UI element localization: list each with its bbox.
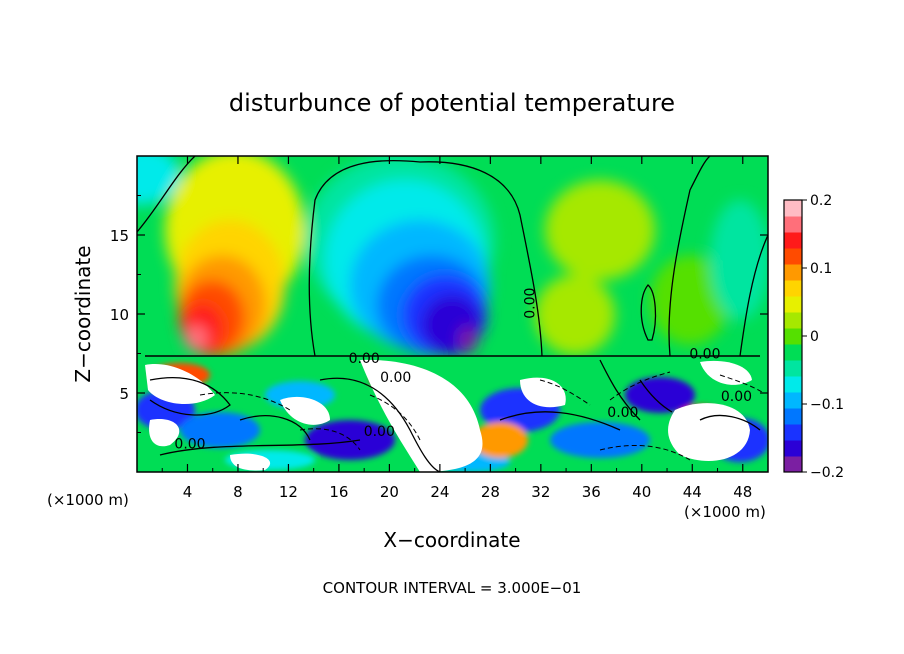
y-axis-label: Z−coordinate (71, 245, 95, 382)
colorbar-swatch (784, 376, 802, 393)
colorbar-swatch (784, 200, 802, 217)
contour-label: 0.00 (364, 424, 395, 440)
x-tick-label: 28 (481, 483, 500, 501)
colorbar-swatch (784, 232, 802, 249)
contour-label: 0.00 (349, 351, 380, 367)
colorbar-swatch (784, 280, 802, 297)
colorbar-tick-label: 0.2 (810, 193, 832, 209)
contour-label: 0.00 (523, 288, 539, 319)
colorbar-tick-label: −0.1 (810, 397, 844, 413)
x-tick-label: 36 (582, 483, 601, 501)
x-tick-label: 32 (531, 483, 550, 501)
x-tick-label: 40 (632, 483, 651, 501)
colorbar-tick-label: −0.2 (810, 465, 844, 481)
colorbar-swatch (784, 440, 802, 457)
chart-title: disturbunce of potential temperature (229, 89, 675, 117)
contour-label: 0.00 (689, 347, 720, 363)
contour-label: 0.00 (174, 437, 205, 453)
colorbar-swatch (784, 248, 802, 265)
x-tick-label: 48 (733, 483, 752, 501)
contour-interval-note: CONTOUR INTERVAL = 3.000E−01 (323, 579, 582, 597)
x-axis-label: X−coordinate (383, 528, 520, 552)
colorbar-swatch (784, 360, 802, 377)
contour-labels: 0.000.000.000.000.000.000.000.00 (174, 288, 752, 453)
x-unit-left: (×1000 m) (47, 491, 129, 509)
x-tick-label: 44 (683, 483, 702, 501)
colorbar-swatch (784, 344, 802, 361)
colorbar-swatch (784, 296, 802, 313)
x-tick-label: 8 (233, 483, 243, 501)
colorbar-swatch (784, 424, 802, 441)
colorbar: 0.2 0.1 0 −0.1 −0.2 (783, 193, 844, 481)
colorbar-swatch (784, 408, 802, 425)
colorbar-swatch (784, 312, 802, 329)
x-tick-label: 24 (430, 483, 449, 501)
x-tick-label: 4 (183, 483, 193, 501)
contour-label: 0.00 (721, 389, 752, 405)
colorbar-swatch (784, 456, 802, 473)
y-tick-label: 5 (119, 385, 129, 403)
heatmap-field (137, 156, 768, 472)
x-tick-label: 20 (380, 483, 399, 501)
y-tick-label: 15 (110, 227, 129, 245)
colorbar-swatch (784, 264, 802, 281)
y-axis: 5 10 15 (110, 195, 768, 433)
x-tick-label: 12 (279, 483, 298, 501)
y-tick-label: 10 (110, 306, 129, 324)
x-axis: 4 8 12 16 20 24 28 32 36 40 44 48 (161, 156, 752, 501)
colorbar-swatch (784, 328, 802, 345)
x-tick-label: 16 (329, 483, 348, 501)
contour-label: 0.00 (380, 370, 411, 386)
x-unit-right: (×1000 m) (684, 503, 766, 521)
colorbar-swatch (784, 392, 802, 409)
colorbar-tick-label: 0.1 (810, 261, 832, 277)
contour-label: 0.00 (607, 405, 638, 421)
colorbar-tick-label: 0 (810, 329, 819, 345)
colorbar-swatch (784, 216, 802, 233)
